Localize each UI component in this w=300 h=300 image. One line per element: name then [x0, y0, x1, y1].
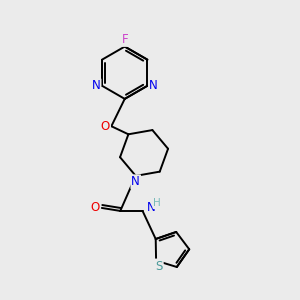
Text: O: O: [101, 120, 110, 133]
Text: F: F: [122, 33, 128, 46]
Text: N: N: [131, 175, 140, 188]
Text: N: N: [149, 79, 158, 92]
Text: H: H: [153, 199, 161, 208]
Text: O: O: [91, 202, 100, 214]
Text: N: N: [147, 201, 156, 214]
Text: N: N: [92, 79, 100, 92]
Text: S: S: [155, 260, 163, 272]
